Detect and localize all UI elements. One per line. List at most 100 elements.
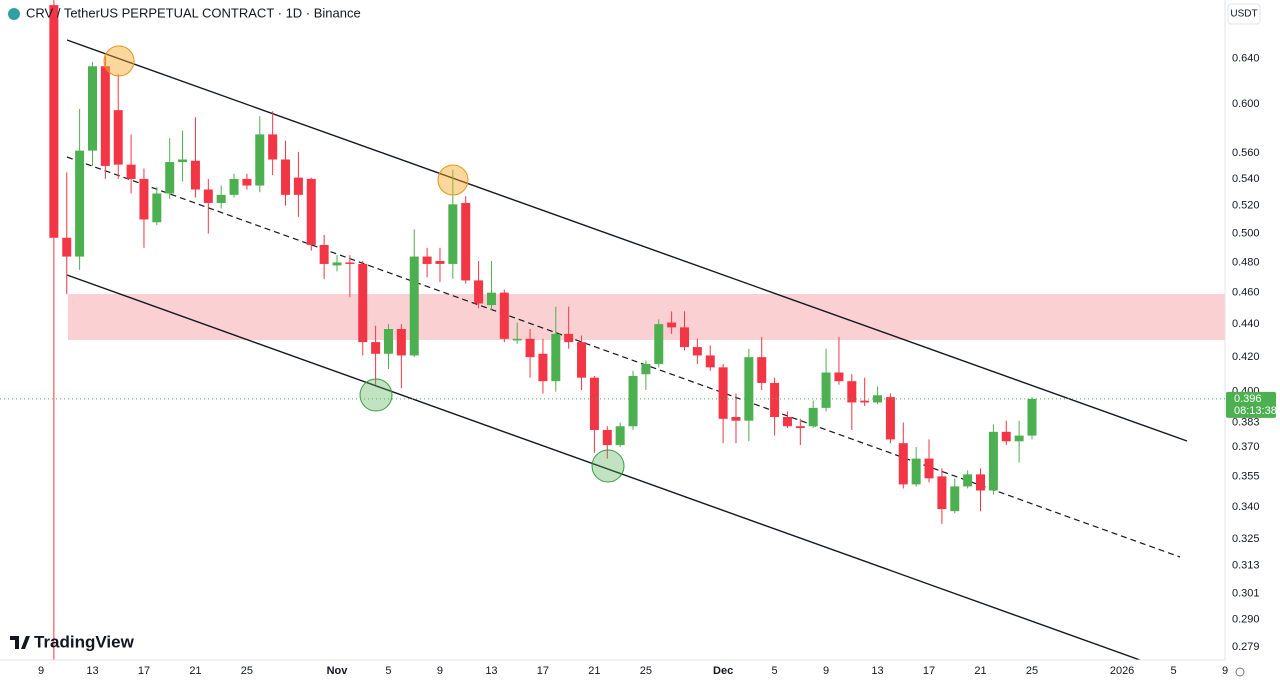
- candle-body: [551, 333, 561, 382]
- candle-body: [860, 400, 870, 403]
- candle-body: [422, 256, 432, 264]
- candle-body: [705, 355, 715, 368]
- candle-body: [139, 178, 149, 220]
- channel-upper: [66, 39, 1188, 442]
- candle-body: [499, 292, 509, 339]
- candle-body: [924, 458, 934, 479]
- y-tick-label: 0.325: [1232, 533, 1260, 545]
- candle-body: [383, 328, 393, 354]
- y-tick-label: 0.370: [1232, 441, 1260, 453]
- x-tick-label: 9: [823, 665, 829, 677]
- x-tick-label: 9: [38, 665, 44, 677]
- candle-body: [62, 237, 72, 257]
- x-tick-label: 21: [974, 665, 986, 677]
- x-tick-label: 25: [241, 665, 253, 677]
- candle-body: [268, 134, 278, 160]
- candle-body: [448, 204, 458, 264]
- last-price-box: [1226, 391, 1276, 418]
- candle-body: [75, 150, 85, 257]
- candle-body: [486, 292, 496, 306]
- x-tick-label: 13: [871, 665, 883, 677]
- candle-body: [113, 110, 123, 165]
- candle-body: [950, 486, 960, 512]
- candle-body: [525, 338, 535, 358]
- candle-body: [87, 66, 97, 151]
- candle-body: [203, 189, 213, 203]
- candle-body: [474, 280, 484, 304]
- y-tick-label: 0.480: [1232, 256, 1260, 268]
- y-tick-label: 0.313: [1232, 560, 1260, 572]
- candle-body: [358, 263, 368, 343]
- candle-body: [345, 262, 355, 264]
- x-tick-label: 25: [1026, 665, 1038, 677]
- resistance-zone: [68, 294, 1225, 340]
- candle-body: [988, 431, 998, 491]
- candle-body: [757, 357, 767, 383]
- candle-body: [692, 347, 702, 356]
- candle-body: [615, 426, 625, 446]
- x-tick-label: 21: [189, 665, 201, 677]
- y-tick-label: 0.340: [1232, 501, 1260, 513]
- candle-body: [396, 328, 406, 356]
- x-tick-label: 13: [86, 665, 98, 677]
- candle-body: [255, 134, 265, 186]
- candles: [49, 0, 1037, 660]
- candle-body: [667, 322, 677, 328]
- candle-body: [178, 159, 188, 163]
- y-tick-label: 0.301: [1232, 587, 1260, 599]
- candle-body: [1001, 431, 1011, 442]
- y-tick-label: 0.355: [1232, 470, 1260, 482]
- candle-body: [435, 260, 445, 264]
- candle-body: [589, 377, 599, 430]
- countdown: 08:13:38: [1234, 405, 1277, 417]
- candle-body: [885, 397, 895, 440]
- y-tick-label: 0.640: [1232, 52, 1260, 64]
- candle-body: [281, 159, 291, 195]
- x-tick-label: Nov: [327, 665, 349, 677]
- candle-body: [770, 382, 780, 417]
- x-tick-label: 9: [437, 665, 443, 677]
- candle-body: [808, 407, 818, 427]
- candle-body: [834, 372, 844, 382]
- candle-body: [49, 5, 59, 238]
- last-price: 0.396: [1234, 393, 1262, 405]
- candle-body: [976, 474, 986, 491]
- candle-body: [229, 178, 239, 195]
- candle-body: [911, 458, 921, 485]
- x-tick-label: 21: [588, 665, 600, 677]
- candle-body: [821, 372, 831, 408]
- x-tick-label: 13: [485, 665, 497, 677]
- settings-icon[interactable]: [1235, 667, 1245, 677]
- candle-body: [602, 429, 612, 446]
- candle-body: [847, 381, 857, 403]
- candle-body: [744, 357, 754, 421]
- x-tick-label: 5: [385, 665, 391, 677]
- candle-body: [628, 375, 638, 427]
- candle-body: [718, 367, 728, 419]
- candle-body: [409, 256, 419, 356]
- candle-body: [731, 416, 741, 421]
- top-marker: [103, 45, 135, 77]
- candle-body: [680, 327, 689, 348]
- logo-icon: [10, 636, 30, 649]
- currency[interactable]: USDT: [1230, 9, 1257, 20]
- candle-body: [371, 342, 381, 354]
- candle-body: [577, 342, 587, 378]
- candle-body: [100, 66, 110, 166]
- y-tick-label: 0.520: [1232, 200, 1260, 212]
- x-tick-label: 5: [1170, 665, 1176, 677]
- candle-body: [293, 177, 303, 195]
- candle-body: [332, 262, 342, 266]
- logo-text: TradingView: [34, 632, 135, 651]
- currency-button[interactable]: [1227, 3, 1261, 25]
- bottom-marker: [359, 378, 393, 412]
- channel-lower: [66, 274, 1141, 660]
- candle-body: [461, 202, 471, 281]
- candle-body: [782, 416, 792, 427]
- y-tick-label: 0.540: [1232, 173, 1260, 185]
- y-tick-label: 0.279: [1232, 641, 1260, 653]
- candle-body: [152, 193, 162, 223]
- x-tick-label: 17: [138, 665, 150, 677]
- candle-body: [564, 333, 574, 343]
